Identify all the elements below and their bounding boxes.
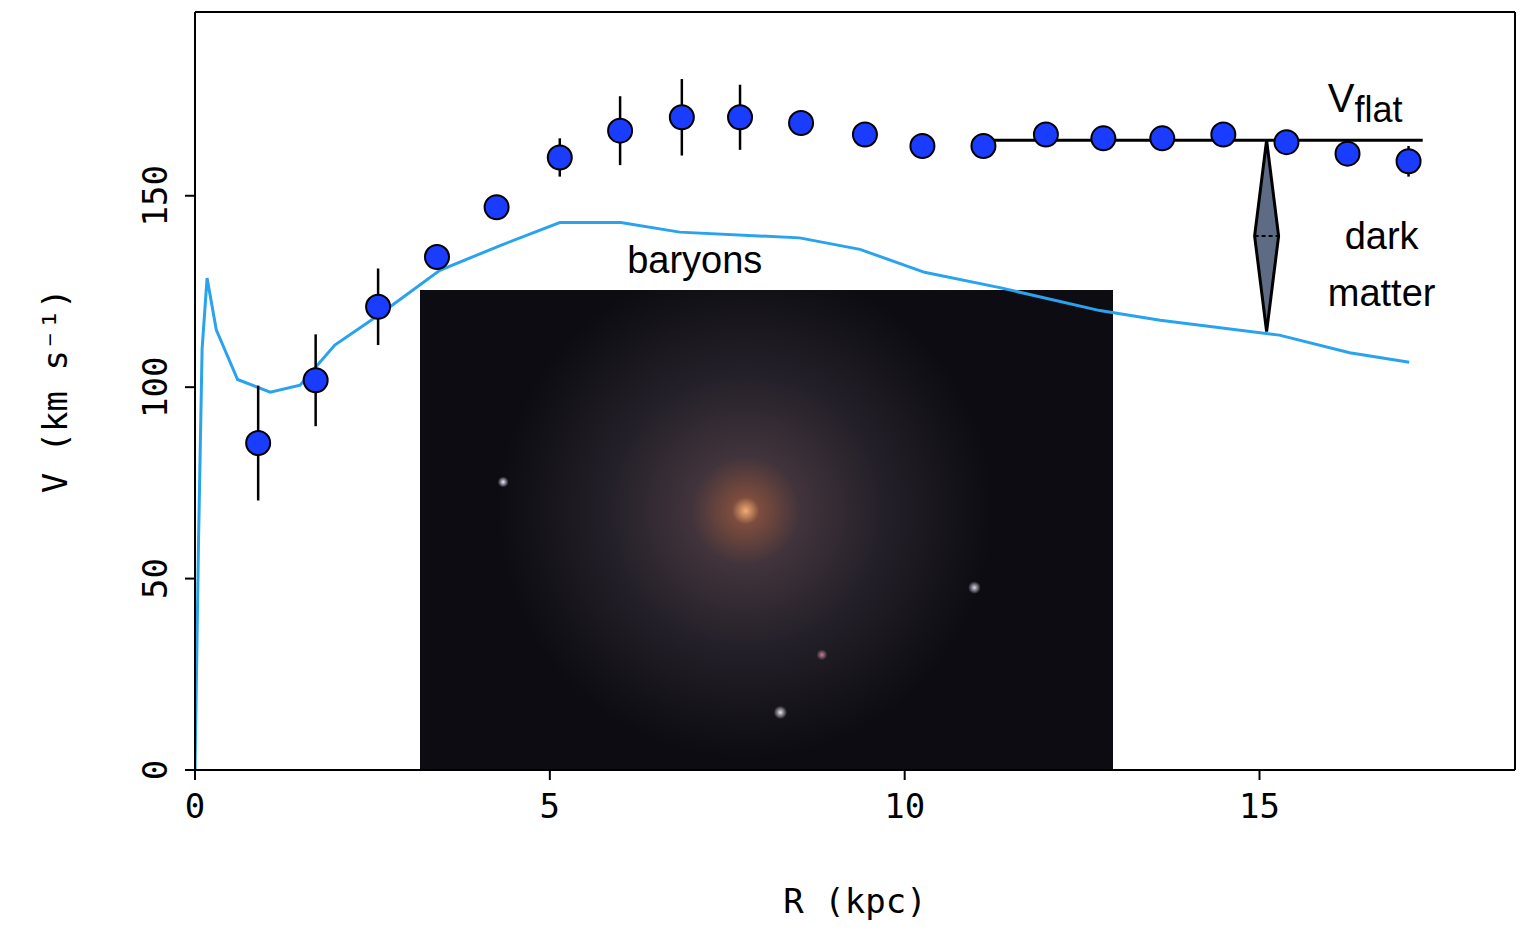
svg-text:10: 10 (884, 786, 925, 826)
svg-text:matter: matter (1328, 272, 1436, 314)
svg-text:100: 100 (135, 356, 175, 417)
svg-text:15: 15 (1239, 786, 1280, 826)
svg-text:Vflat: Vflat (1328, 76, 1403, 130)
svg-text:V (km s⁻¹): V (km s⁻¹) (35, 289, 75, 494)
svg-text:50: 50 (135, 558, 175, 599)
svg-text:5: 5 (540, 786, 560, 826)
svg-text:R (kpc): R (kpc) (783, 881, 926, 921)
svg-text:dark: dark (1345, 215, 1420, 257)
svg-text:0: 0 (185, 786, 205, 826)
svg-text:baryons: baryons (627, 239, 762, 281)
svg-text:0: 0 (135, 760, 175, 780)
svg-text:150: 150 (135, 165, 175, 226)
